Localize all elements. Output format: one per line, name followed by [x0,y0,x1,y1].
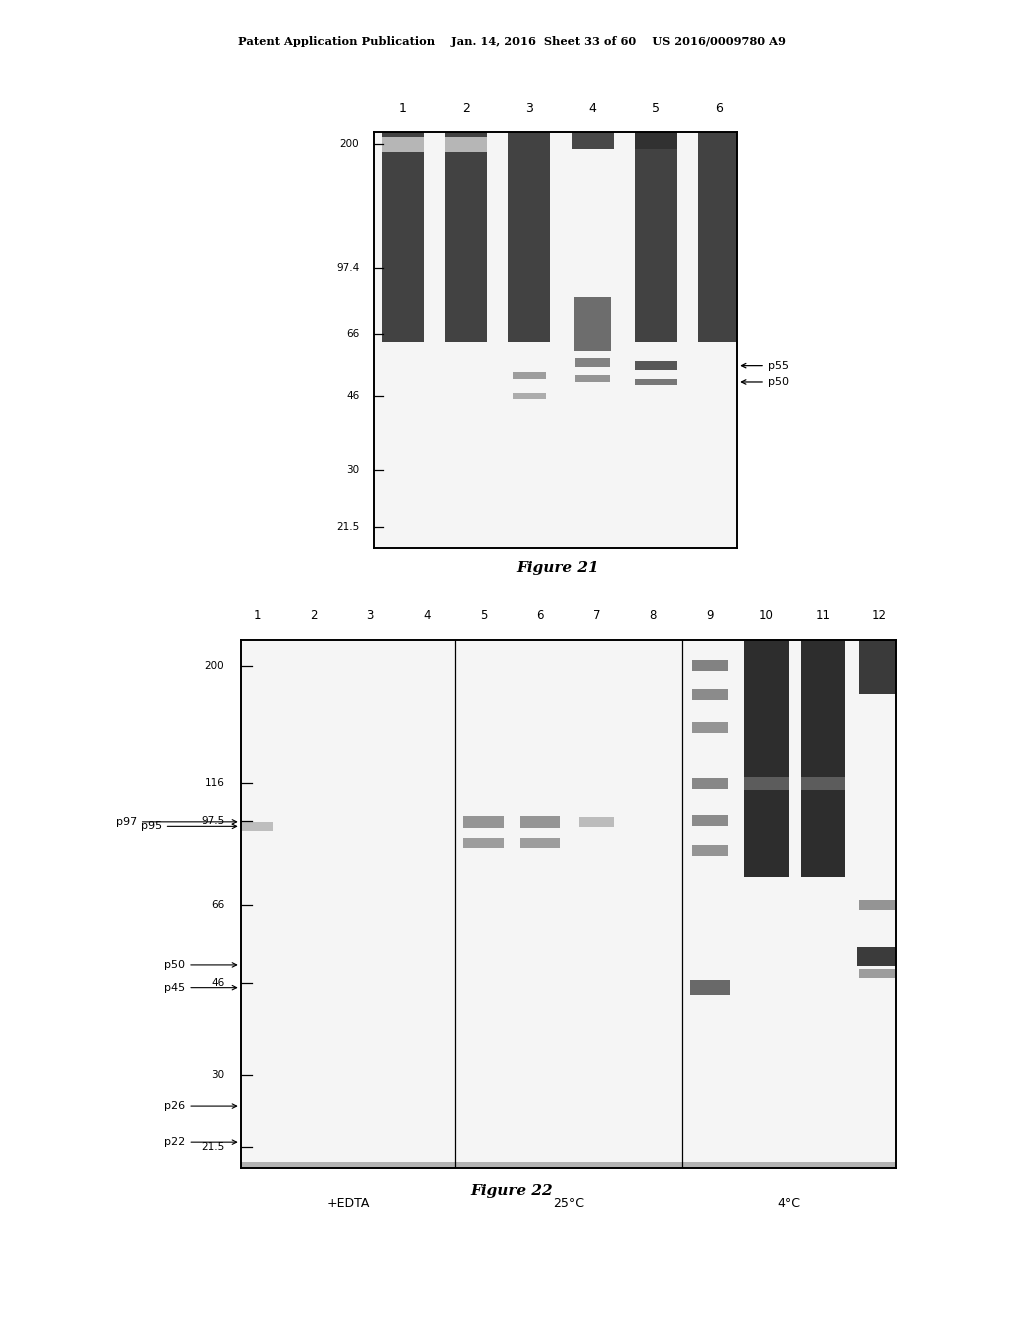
Text: 30: 30 [211,1071,224,1080]
Text: Patent Application Publication    Jan. 14, 2016  Sheet 33 of 60    US 2016/00097: Patent Application Publication Jan. 14, … [238,36,786,46]
Text: p50: p50 [164,960,237,970]
Bar [801,640,846,878]
Bar [445,137,487,152]
Text: 46: 46 [211,978,224,987]
Text: 12: 12 [872,609,887,622]
Text: 6: 6 [715,103,723,115]
Text: p26: p26 [164,1101,237,1111]
Bar [509,132,550,342]
Bar [520,838,560,849]
Bar [744,640,788,878]
Text: Figure 21: Figure 21 [517,561,599,576]
Text: 6: 6 [537,609,544,622]
Text: p45: p45 [164,982,237,993]
Bar [382,137,424,152]
Bar [635,132,677,342]
Bar [801,776,846,789]
Text: 116: 116 [205,779,224,788]
Bar [573,297,611,351]
Text: p95: p95 [140,821,237,832]
Bar [691,689,728,700]
Bar [689,981,730,995]
Text: 11: 11 [815,609,830,622]
Bar [513,393,546,399]
Text: 2: 2 [310,609,317,622]
Text: 66: 66 [346,330,359,339]
Text: p55: p55 [741,360,788,371]
Bar [698,132,740,342]
Text: p22: p22 [164,1137,237,1147]
Bar [571,132,613,149]
Text: 5: 5 [652,103,659,115]
Text: 8: 8 [649,609,657,622]
Bar [691,660,728,671]
Text: Figure 22: Figure 22 [471,1184,553,1199]
Text: +EDTA: +EDTA [327,1197,370,1210]
Text: 46: 46 [346,391,359,401]
Bar [859,969,900,978]
Text: p97: p97 [116,817,237,826]
Bar [241,822,273,830]
Bar [580,817,614,826]
Text: 3: 3 [367,609,374,622]
Bar [635,132,677,149]
Text: 66: 66 [211,900,224,909]
Bar [691,777,728,788]
Bar [574,359,610,367]
Bar [463,816,504,828]
Text: 200: 200 [205,660,224,671]
Bar [691,722,728,733]
Text: 1: 1 [399,103,407,115]
Bar [859,640,900,694]
Bar [635,362,677,370]
Bar [635,379,677,385]
Text: 7: 7 [593,609,600,622]
Text: 3: 3 [525,103,534,115]
Text: 5: 5 [479,609,487,622]
Text: 1: 1 [253,609,261,622]
Text: 30: 30 [346,465,359,474]
Text: 21.5: 21.5 [201,1142,224,1152]
Bar [691,816,728,826]
Text: 200: 200 [340,140,359,149]
Bar [744,776,788,789]
Bar [857,948,902,966]
Text: 25°C: 25°C [553,1197,584,1210]
Bar [382,132,424,342]
Text: 4: 4 [589,103,597,115]
Text: p50: p50 [741,378,788,387]
Bar [463,838,504,849]
Bar [691,845,728,855]
Bar [445,132,487,342]
Text: 9: 9 [707,609,714,622]
Text: 2: 2 [462,103,470,115]
Text: 97.5: 97.5 [201,816,224,826]
Bar [859,900,900,909]
Text: 4: 4 [423,609,430,622]
Text: 10: 10 [759,609,774,622]
Text: 21.5: 21.5 [336,521,359,532]
Bar [520,816,560,828]
Bar [513,371,546,379]
Text: 4°C: 4°C [777,1197,801,1210]
Text: 97.4: 97.4 [336,263,359,273]
Bar [574,375,610,381]
Bar [241,1162,896,1168]
